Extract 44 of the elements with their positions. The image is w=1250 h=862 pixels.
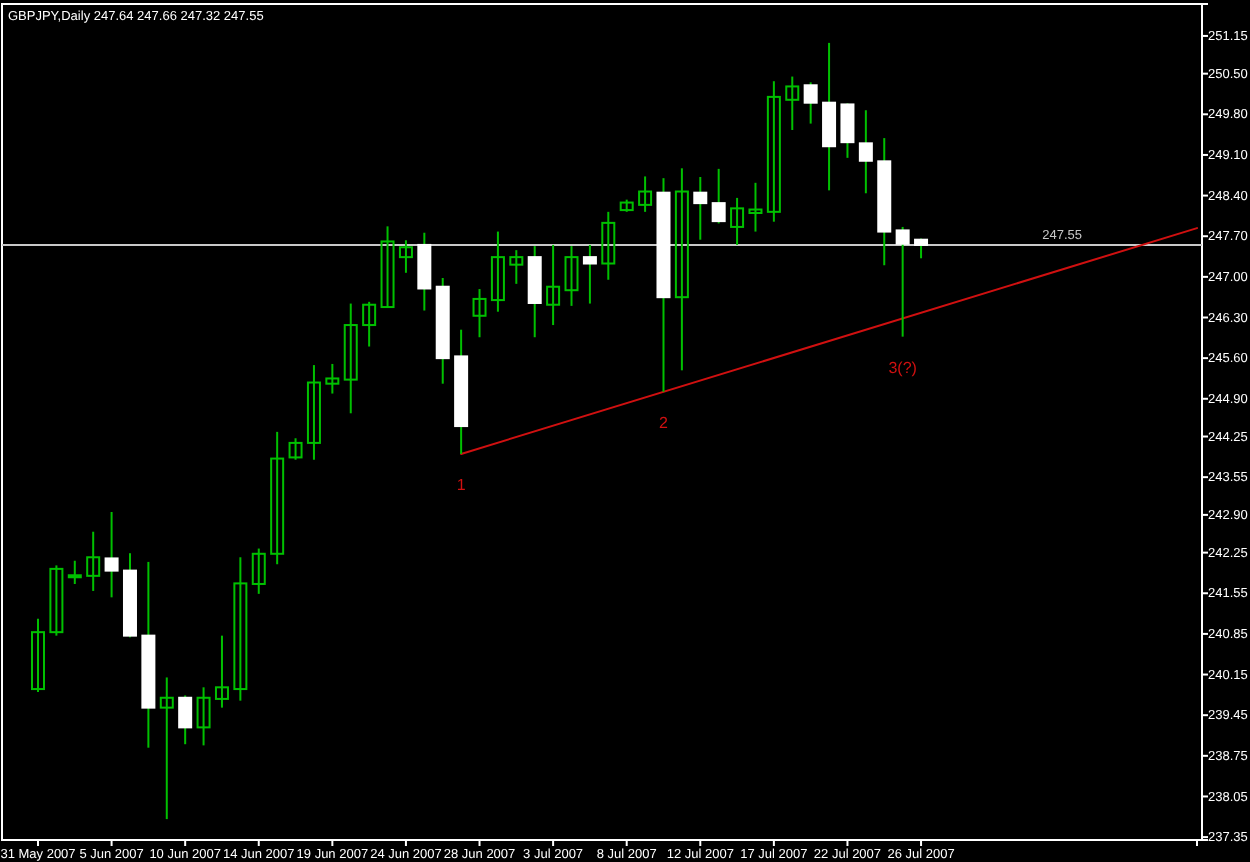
candlestick [472, 288, 487, 339]
candlestick [270, 430, 285, 566]
candlestick [86, 530, 101, 592]
candlestick [343, 302, 358, 415]
candlestick [840, 102, 855, 159]
candlestick [49, 564, 64, 637]
candlestick [196, 686, 211, 747]
candlestick [638, 175, 653, 213]
candlestick [509, 249, 524, 285]
candlestick [822, 41, 837, 192]
candlestick [251, 547, 266, 595]
candlestick [582, 243, 597, 305]
candlestick [748, 181, 763, 233]
candlestick [362, 300, 377, 348]
candlestick [417, 231, 432, 312]
candlestick [527, 245, 542, 339]
candlestick [693, 176, 708, 241]
candlestick [325, 362, 340, 395]
candlestick [67, 559, 82, 585]
annotation: 1 [456, 475, 467, 494]
candlestick [490, 230, 505, 313]
annotation: 2 [659, 413, 670, 432]
candlestick [380, 225, 395, 309]
candlestick [858, 109, 873, 195]
candlestick [895, 225, 910, 338]
candlestick [766, 80, 781, 223]
candlestick [233, 556, 248, 702]
candlestick [711, 167, 726, 225]
candlestick [288, 437, 303, 461]
candlestick [306, 364, 321, 461]
candlestick [159, 676, 174, 821]
annotation: 3(?) [888, 358, 918, 377]
candlestick [398, 239, 413, 274]
candlestick [785, 75, 800, 131]
candlestick [31, 617, 45, 693]
candlestick [803, 81, 818, 125]
candlestick [546, 243, 561, 327]
candlestick [104, 510, 119, 599]
candlestick [178, 694, 193, 746]
candlestick [674, 167, 689, 372]
candlestick [730, 196, 745, 246]
candlestick [601, 210, 616, 281]
candlestick [564, 245, 579, 307]
candlestick [214, 634, 229, 709]
